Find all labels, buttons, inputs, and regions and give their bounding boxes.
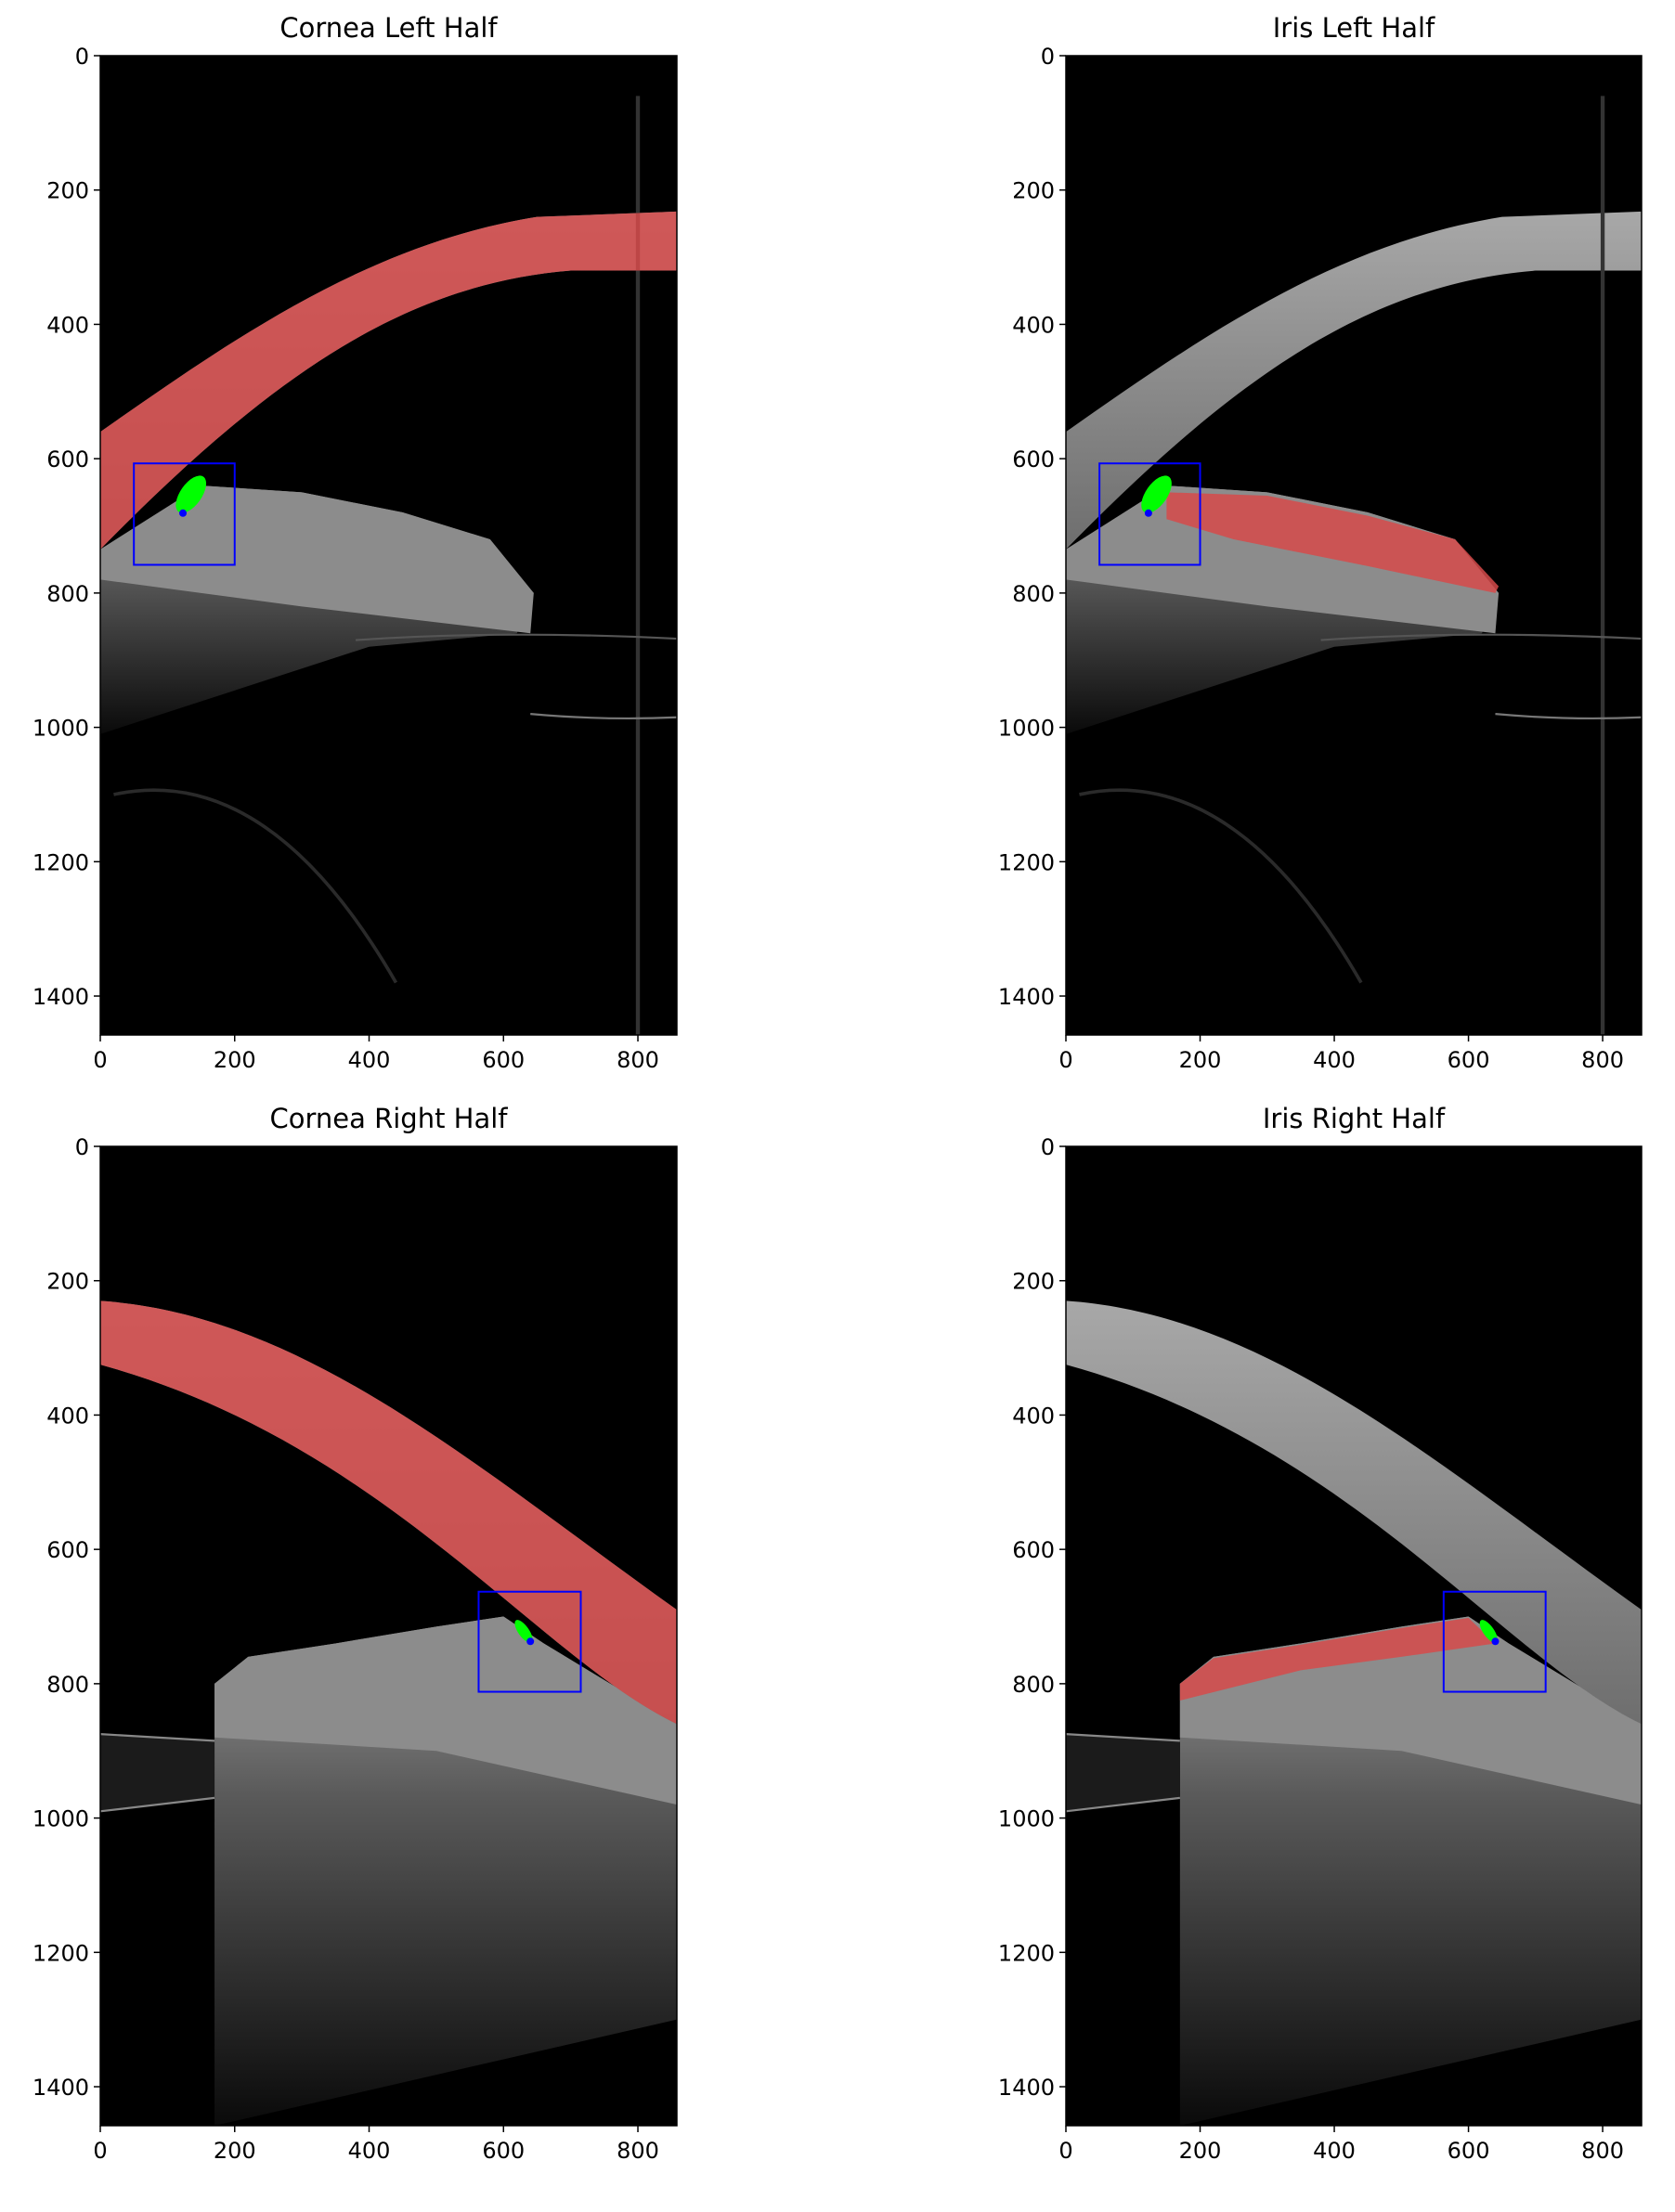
panel-title: Cornea Left Half (279, 12, 498, 44)
axes-frame (1065, 1145, 1643, 2127)
x-tick-label: 200 (1179, 1047, 1222, 1073)
y-tick-label: 1200 (32, 849, 89, 875)
y-tick-label: 600 (1012, 446, 1055, 472)
y-tick-label: 400 (1012, 1403, 1055, 1429)
y-tick-label: 800 (46, 1672, 89, 1698)
x-tick-label: 400 (1313, 1047, 1356, 1073)
panel-title: Iris Left Half (1273, 12, 1435, 44)
y-tick-label: 1000 (32, 1806, 89, 1832)
image (1066, 1146, 1642, 2126)
y-tick-label: 800 (46, 581, 89, 607)
y-tick-label: 1200 (998, 1940, 1055, 1966)
y-tick-label: 800 (1012, 581, 1055, 607)
y-tick-label: 200 (46, 1269, 89, 1295)
roi-box (1442, 1590, 1547, 1693)
image (100, 56, 677, 1035)
y-tick-label: 600 (1012, 1537, 1055, 1563)
x-tick-label: 800 (1581, 2138, 1624, 2164)
x-tick-label: 400 (1313, 2138, 1356, 2164)
image (100, 1146, 677, 2126)
panel-title: Iris Right Half (1263, 1103, 1446, 1134)
x-tick-label: 600 (1448, 2138, 1490, 2164)
point (1144, 509, 1152, 517)
x-tick-label: 400 (348, 1047, 391, 1073)
x-tick-label: 200 (214, 1047, 256, 1073)
x-tick-label: 800 (1581, 1047, 1624, 1073)
axes-frame (99, 1145, 678, 2127)
y-tick-label: 1400 (32, 984, 89, 1010)
y-tick-label: 1400 (32, 2075, 89, 2101)
point (179, 509, 188, 517)
y-tick-label: 400 (46, 312, 89, 338)
y-tick-label: 0 (1041, 1134, 1055, 1160)
x-tick-label: 600 (482, 2138, 525, 2164)
y-tick-label: 1000 (998, 1806, 1055, 1832)
panel-title: Cornea Right Half (269, 1103, 508, 1134)
image (1066, 56, 1642, 1035)
y-tick-label: 1400 (998, 2075, 1055, 2101)
x-tick-label: 0 (1058, 1047, 1072, 1073)
y-tick-label: 400 (46, 1403, 89, 1429)
y-tick-label: 600 (46, 446, 89, 472)
y-tick-label: 1400 (998, 984, 1055, 1010)
y-tick-label: 200 (1012, 178, 1055, 204)
axes-frame (1065, 55, 1643, 1036)
x-tick-label: 200 (1179, 2138, 1222, 2164)
y-tick-label: 1200 (32, 1940, 89, 1966)
x-tick-label: 0 (93, 1047, 107, 1073)
y-tick-label: 600 (46, 1537, 89, 1563)
y-tick-label: 0 (1041, 44, 1055, 70)
x-tick-label: 400 (348, 2138, 391, 2164)
roi-box (133, 462, 236, 566)
point (1491, 1637, 1500, 1646)
roi-box (1098, 462, 1201, 566)
y-tick-label: 1000 (32, 716, 89, 742)
x-tick-label: 0 (93, 2138, 107, 2164)
y-tick-label: 1200 (998, 849, 1055, 875)
y-tick-label: 0 (75, 1134, 89, 1160)
y-tick-label: 200 (1012, 1269, 1055, 1295)
point (526, 1637, 535, 1646)
axes-frame (99, 55, 678, 1036)
roi-box (477, 1590, 582, 1693)
y-tick-label: 400 (1012, 312, 1055, 338)
x-tick-label: 200 (214, 2138, 256, 2164)
y-tick-label: 1000 (998, 716, 1055, 742)
y-tick-label: 800 (1012, 1672, 1055, 1698)
x-tick-label: 800 (617, 2138, 659, 2164)
y-tick-label: 0 (75, 44, 89, 70)
x-tick-label: 0 (1058, 2138, 1072, 2164)
y-tick-label: 200 (46, 178, 89, 204)
x-tick-label: 800 (617, 1047, 659, 1073)
x-tick-label: 600 (482, 1047, 525, 1073)
x-tick-label: 600 (1448, 1047, 1490, 1073)
